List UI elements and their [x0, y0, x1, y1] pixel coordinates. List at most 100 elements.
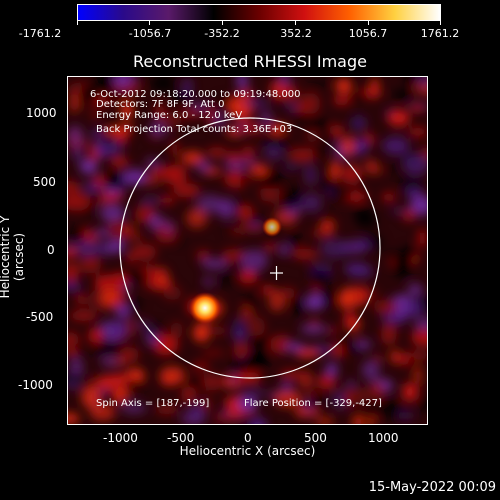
time-range: 6-Oct-2012 09:18:20.000 to 09:19:48.000: [90, 89, 301, 100]
texture-blob: [220, 270, 231, 289]
x-tick-label: 0: [244, 431, 252, 445]
texture-blob: [68, 413, 80, 424]
texture-blob: [129, 244, 157, 260]
texture-blob: [170, 140, 179, 158]
texture-blob: [368, 381, 386, 401]
solar-map: [68, 77, 427, 424]
texture-blob: [125, 269, 150, 283]
texture-blob: [211, 113, 226, 128]
texture-blob: [190, 402, 206, 420]
texture-blob: [320, 220, 335, 233]
texture-blob: [341, 164, 363, 185]
texture-blob: [387, 165, 396, 174]
texture-blob: [68, 125, 84, 146]
texture-blob: [201, 349, 226, 357]
texture-blob: [83, 181, 102, 193]
texture-blob: [196, 250, 210, 261]
texture-blob: [173, 238, 186, 245]
texture-blob: [278, 77, 291, 87]
texture-blob: [180, 386, 197, 404]
texture-blob: [159, 366, 185, 384]
texture-blob: [68, 247, 77, 259]
colorbar-label: -1761.2: [18, 27, 62, 40]
texture-blob: [239, 171, 249, 188]
texture-blob: [295, 349, 320, 358]
texture-blob: [110, 239, 125, 253]
texture-blob: [227, 150, 240, 164]
colorbar-tick: [440, 20, 441, 25]
texture-blob: [397, 174, 424, 192]
texture-blob: [263, 143, 284, 161]
texture-blob: [86, 192, 104, 203]
solar-limb-circle: [119, 117, 381, 379]
texture-blob: [310, 267, 331, 288]
texture-blob: [249, 334, 271, 349]
texture-blob: [383, 252, 401, 260]
texture-blob: [88, 99, 114, 107]
texture-blob: [233, 341, 249, 358]
texture-blob: [411, 328, 427, 346]
texture-blob: [89, 111, 102, 119]
texture-blob: [353, 285, 371, 305]
texture-blob: [203, 276, 214, 287]
texture-blob: [68, 381, 82, 389]
texture-blob: [298, 92, 321, 115]
hotspot-secondary: [262, 217, 282, 237]
y-tick-label: 500: [33, 175, 56, 189]
texture-blob: [243, 294, 253, 303]
texture-blob: [355, 339, 372, 350]
texture-blob: [100, 357, 120, 366]
hotspot-flare: [189, 292, 221, 324]
texture-blob: [373, 355, 384, 362]
texture-blob: [206, 104, 216, 126]
texture-blob: [326, 327, 340, 335]
texture-blob: [244, 350, 270, 370]
texture-blob: [380, 323, 397, 345]
texture-blob: [397, 411, 414, 420]
texture-blob: [159, 77, 171, 82]
texture-blob: [280, 287, 296, 299]
texture-blob: [182, 77, 192, 96]
x-tick-label: 1000: [368, 431, 399, 445]
texture-blob: [400, 246, 418, 261]
texture-blob: [69, 358, 84, 377]
texture-blob: [201, 396, 212, 412]
texture-blob: [170, 321, 183, 339]
texture-blob: [292, 296, 304, 315]
texture-blob: [249, 221, 261, 229]
texture-blob: [125, 255, 135, 263]
texture-blob: [155, 403, 179, 415]
texture-blob: [145, 157, 161, 169]
colorbar-tick: [368, 20, 369, 25]
texture-blob: [340, 135, 356, 157]
texture-blob: [392, 89, 413, 100]
texture-blob: [79, 85, 99, 101]
colorbar-tick: [149, 20, 150, 25]
texture-blob: [335, 78, 352, 94]
texture-blob: [246, 316, 266, 337]
texture-blob: [274, 389, 302, 407]
texture-blob: [343, 262, 370, 273]
texture-blob: [330, 160, 340, 180]
texture-blob: [315, 418, 334, 424]
texture-blob: [105, 172, 128, 188]
solar-image-plot: 6-Oct-2012 09:18:20.000 to 09:19:48.000 …: [67, 76, 428, 425]
detectors-text: Detectors: 7F 8F 9F, Att 0: [96, 99, 225, 110]
texture-blob: [250, 164, 268, 176]
texture-blob: [414, 365, 422, 385]
texture-blob: [407, 355, 418, 373]
texture-blob: [206, 147, 228, 158]
texture-blob: [120, 101, 133, 120]
texture-blob: [164, 219, 173, 233]
texture-blob: [153, 333, 179, 356]
texture-blob: [345, 387, 368, 405]
texture-blob: [312, 145, 326, 158]
texture-blob: [247, 157, 257, 166]
texture-blob: [320, 238, 348, 259]
x-axis-label: Heliocentric X (arcsec): [179, 444, 316, 458]
y-axis-label: Heliocentric Y (arcsec): [0, 216, 26, 299]
texture-blob: [121, 169, 149, 185]
texture-blob: [179, 109, 202, 118]
texture-blob: [353, 207, 374, 226]
texture-blob: [279, 187, 304, 209]
